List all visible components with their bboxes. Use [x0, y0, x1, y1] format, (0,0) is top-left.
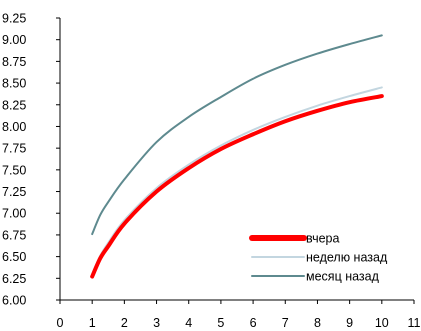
- y-tick-label: 8.50: [2, 77, 26, 91]
- axes: 6.00 6.25 6.50 6.75 7.00 7.25 7.50 7.75 8.00 8.25…: [2, 12, 421, 331]
- y-tick-label: 7.50: [2, 163, 26, 177]
- x-tick-label: 6: [250, 316, 257, 330]
- x-tick-label: 0: [57, 316, 64, 330]
- x-tick-label: 8: [314, 316, 321, 330]
- y-tick-label: 6.25: [2, 272, 26, 286]
- y-tick-label: 9.00: [2, 33, 26, 47]
- x-tick-label: 9: [346, 316, 353, 330]
- y-tick-label: 7.25: [2, 185, 26, 199]
- x-tick-label: 7: [282, 316, 289, 330]
- series-line-1: [91, 86, 383, 275]
- y-tick-label: 7.75: [2, 142, 26, 156]
- legend: вчера неделю назад месяц назад: [249, 232, 388, 284]
- y-tick-label: 6.50: [2, 250, 26, 264]
- x-tick-label: 1: [89, 316, 96, 330]
- x-tick-label: 3: [153, 316, 160, 330]
- y-tick-label: 9.25: [2, 12, 26, 26]
- x-tick-label: 2: [121, 316, 128, 330]
- x-tick-label: 5: [217, 316, 224, 330]
- y-tick-label: 8.25: [2, 98, 26, 112]
- legend-label: неделю назад: [306, 251, 388, 265]
- y-tick-label: 7.00: [2, 207, 26, 221]
- series-line-0: [90, 94, 384, 279]
- y-tick-label: 6.75: [2, 228, 26, 242]
- x-tick-label: 4: [185, 316, 192, 330]
- y-tick-label: 8.75: [2, 55, 26, 69]
- series-line-2: [91, 34, 383, 236]
- y-tick-label: 6.00: [2, 294, 26, 308]
- y-tick-label: 8.00: [2, 120, 26, 134]
- legend-label: вчера: [306, 232, 339, 246]
- legend-label: месяц назад: [306, 270, 380, 284]
- x-tick-label: 11: [408, 316, 421, 330]
- series-layer: [90, 34, 384, 279]
- x-tick-label: 10: [375, 316, 389, 330]
